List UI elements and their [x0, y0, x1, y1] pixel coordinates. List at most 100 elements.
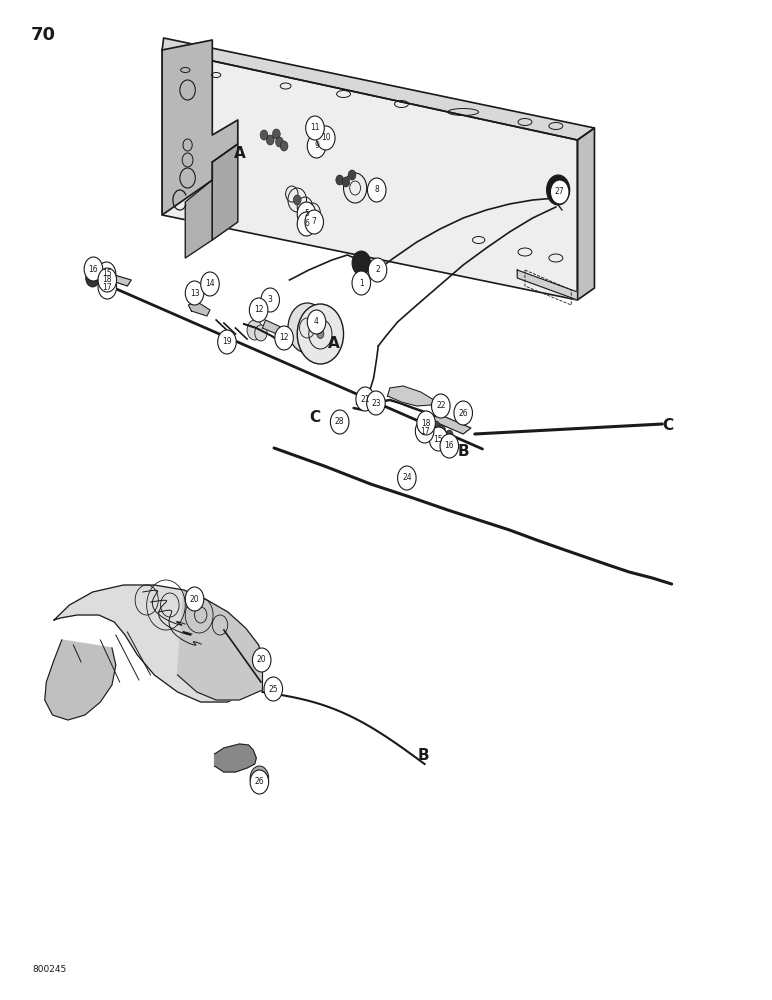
Circle shape: [317, 126, 335, 150]
Text: A: A: [233, 145, 245, 160]
Circle shape: [266, 135, 274, 145]
Circle shape: [275, 326, 293, 350]
Circle shape: [249, 298, 268, 322]
Polygon shape: [212, 144, 238, 240]
Circle shape: [336, 175, 344, 185]
Circle shape: [252, 648, 271, 672]
Text: 4: 4: [314, 318, 319, 326]
Circle shape: [280, 141, 288, 151]
Circle shape: [97, 262, 116, 286]
Circle shape: [367, 178, 386, 202]
Text: 7: 7: [312, 218, 317, 227]
Text: 17: 17: [420, 426, 429, 436]
Circle shape: [302, 203, 308, 211]
Polygon shape: [215, 744, 256, 772]
Circle shape: [86, 269, 100, 287]
Text: B: B: [457, 444, 469, 460]
Circle shape: [185, 281, 204, 305]
Text: 22: 22: [436, 401, 445, 410]
Polygon shape: [178, 590, 262, 700]
Circle shape: [247, 320, 262, 340]
Circle shape: [307, 134, 326, 158]
Polygon shape: [577, 128, 594, 300]
Polygon shape: [517, 270, 577, 300]
Polygon shape: [262, 320, 287, 337]
Text: 6: 6: [304, 220, 309, 229]
Circle shape: [417, 411, 435, 435]
Text: A: A: [327, 336, 340, 352]
Text: 14: 14: [205, 279, 215, 288]
Circle shape: [261, 288, 279, 312]
Circle shape: [255, 325, 267, 341]
Polygon shape: [100, 272, 131, 286]
Text: 2: 2: [375, 265, 380, 274]
Text: 27: 27: [555, 188, 564, 196]
Text: 15: 15: [434, 434, 443, 444]
Circle shape: [432, 394, 450, 418]
Circle shape: [342, 177, 350, 187]
Circle shape: [429, 427, 448, 451]
Text: 24: 24: [402, 474, 411, 483]
Circle shape: [293, 195, 301, 205]
Text: 10: 10: [321, 133, 330, 142]
Circle shape: [264, 677, 283, 701]
Text: C: C: [662, 418, 673, 432]
Text: 23: 23: [371, 398, 381, 408]
Text: 9: 9: [314, 141, 319, 150]
Text: 19: 19: [222, 338, 232, 347]
Circle shape: [454, 401, 472, 425]
Text: 18: 18: [422, 418, 431, 428]
Text: 28: 28: [335, 418, 344, 426]
Polygon shape: [162, 50, 577, 300]
Circle shape: [398, 466, 416, 490]
Circle shape: [185, 587, 204, 611]
Polygon shape: [162, 40, 238, 215]
Circle shape: [218, 330, 236, 354]
Text: C: C: [310, 410, 320, 426]
Circle shape: [306, 116, 324, 140]
Circle shape: [288, 303, 327, 353]
Circle shape: [98, 268, 117, 292]
Circle shape: [297, 304, 344, 364]
Circle shape: [273, 129, 280, 139]
Text: 26: 26: [255, 778, 264, 786]
Text: 18: 18: [103, 275, 112, 284]
Polygon shape: [54, 585, 262, 702]
Circle shape: [440, 434, 459, 458]
Text: 8: 8: [374, 186, 379, 194]
Circle shape: [352, 251, 371, 275]
Circle shape: [368, 258, 387, 282]
Text: 3: 3: [268, 296, 273, 304]
Circle shape: [297, 202, 316, 226]
Polygon shape: [188, 302, 210, 316]
Circle shape: [352, 271, 371, 295]
Text: 70: 70: [31, 26, 56, 44]
Circle shape: [445, 430, 453, 440]
Text: 20: 20: [257, 656, 266, 664]
Text: 1: 1: [359, 278, 364, 288]
Circle shape: [305, 210, 323, 234]
Text: 800245: 800245: [32, 966, 66, 974]
Circle shape: [438, 425, 445, 435]
Circle shape: [348, 170, 356, 180]
Circle shape: [547, 175, 570, 205]
Text: 16: 16: [89, 264, 98, 273]
Text: B: B: [417, 748, 429, 764]
Circle shape: [415, 419, 434, 443]
Circle shape: [297, 212, 316, 236]
Text: 15: 15: [102, 269, 111, 278]
Polygon shape: [162, 38, 594, 140]
Circle shape: [98, 275, 117, 299]
Circle shape: [317, 330, 323, 338]
Text: 21: 21: [361, 394, 370, 403]
Circle shape: [250, 770, 269, 794]
Polygon shape: [185, 180, 212, 258]
Circle shape: [334, 411, 345, 425]
Polygon shape: [388, 386, 434, 406]
Text: 17: 17: [103, 282, 112, 292]
Text: 25: 25: [269, 684, 278, 694]
Circle shape: [260, 130, 268, 140]
Text: 11: 11: [310, 123, 320, 132]
Circle shape: [330, 410, 349, 434]
Text: 26: 26: [459, 408, 468, 418]
